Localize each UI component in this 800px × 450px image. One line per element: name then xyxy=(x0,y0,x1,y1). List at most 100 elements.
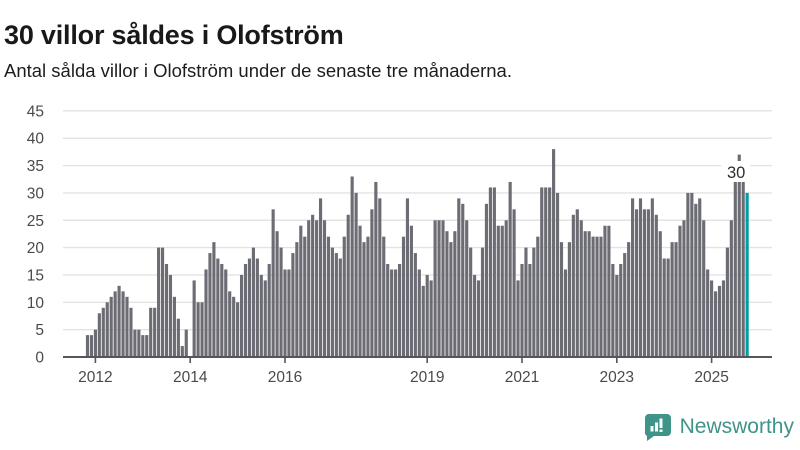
bar xyxy=(552,149,556,357)
bar xyxy=(342,236,346,357)
bar xyxy=(710,280,714,357)
value-annotation: 30 xyxy=(727,164,745,182)
y-axis-label: 0 xyxy=(35,350,44,367)
bar xyxy=(654,214,658,357)
bar xyxy=(473,274,477,357)
bar xyxy=(330,247,334,357)
bar xyxy=(137,329,141,357)
x-axis-label: 2023 xyxy=(600,369,634,386)
bar xyxy=(733,171,737,357)
x-axis-label: 2014 xyxy=(173,369,208,386)
y-axis-label: 25 xyxy=(27,213,44,230)
bar xyxy=(457,198,461,357)
bar xyxy=(366,236,370,357)
bar xyxy=(421,285,425,357)
newsworthy-brand-text: Newsworthy xyxy=(679,415,794,438)
bar xyxy=(646,209,650,357)
bar xyxy=(536,236,540,357)
bar xyxy=(433,220,437,357)
bar xyxy=(567,242,571,357)
bar xyxy=(267,264,271,357)
chart-subtitle: Antal sålda villor i Olofström under de … xyxy=(4,60,512,81)
bar xyxy=(729,220,733,357)
bar xyxy=(401,236,406,357)
bar xyxy=(247,258,252,357)
bar xyxy=(737,154,741,357)
bar xyxy=(476,280,481,357)
bar xyxy=(232,296,236,357)
y-axis-label: 45 xyxy=(27,103,44,120)
bar xyxy=(311,214,315,357)
bar xyxy=(239,274,244,357)
bar xyxy=(627,242,631,357)
bar xyxy=(346,214,350,357)
bar xyxy=(595,236,599,357)
bar xyxy=(516,280,520,357)
x-axis-label: 2016 xyxy=(268,369,302,386)
bar xyxy=(512,209,516,357)
newsworthy-logo-icon xyxy=(644,414,671,441)
bar xyxy=(706,269,710,357)
bar xyxy=(85,335,90,357)
bar xyxy=(615,274,619,357)
bar xyxy=(251,247,255,357)
bar xyxy=(133,329,137,357)
bar xyxy=(168,274,173,357)
bar xyxy=(318,198,323,357)
bar xyxy=(259,274,263,357)
bar xyxy=(295,242,299,357)
y-axis-label: 20 xyxy=(27,240,45,257)
bar xyxy=(563,269,568,357)
bar xyxy=(397,264,402,357)
bar xyxy=(721,280,726,357)
bar xyxy=(303,236,307,357)
bar xyxy=(702,220,706,357)
bar xyxy=(200,302,204,357)
bar xyxy=(386,264,390,357)
bar xyxy=(575,209,579,357)
bar xyxy=(607,225,611,357)
bar xyxy=(220,264,224,357)
bar xyxy=(690,192,694,357)
bar xyxy=(97,313,101,357)
bar xyxy=(299,225,303,357)
bar xyxy=(599,236,603,357)
bar xyxy=(105,302,109,357)
bar xyxy=(382,236,386,357)
bar xyxy=(145,335,149,357)
bar xyxy=(354,192,358,357)
bar xyxy=(101,307,105,357)
bar xyxy=(228,291,232,357)
bar xyxy=(350,176,354,357)
bar xyxy=(555,192,560,357)
bar xyxy=(540,187,544,357)
bar xyxy=(176,318,180,357)
page-title: 30 villor såldes i Olofström xyxy=(4,20,344,51)
bar xyxy=(492,187,496,357)
x-axis-label: 2021 xyxy=(505,369,539,386)
bar xyxy=(180,346,184,357)
bar xyxy=(623,253,627,357)
bar xyxy=(465,220,469,357)
bar xyxy=(634,209,639,357)
bar xyxy=(713,291,718,357)
bar xyxy=(275,231,279,357)
bar xyxy=(449,242,453,357)
bar xyxy=(508,181,512,357)
bar xyxy=(216,258,220,357)
bar xyxy=(334,253,338,357)
bar xyxy=(524,247,528,357)
bar xyxy=(374,181,378,357)
bar xyxy=(583,231,587,357)
bar xyxy=(496,225,500,357)
bar xyxy=(445,231,449,357)
bar xyxy=(579,220,583,357)
bar xyxy=(224,269,228,357)
bar xyxy=(279,247,283,357)
bar xyxy=(409,225,413,357)
bar xyxy=(619,264,623,357)
bar xyxy=(315,220,319,357)
bar xyxy=(196,302,200,357)
bar xyxy=(548,187,552,357)
bar xyxy=(212,242,216,357)
